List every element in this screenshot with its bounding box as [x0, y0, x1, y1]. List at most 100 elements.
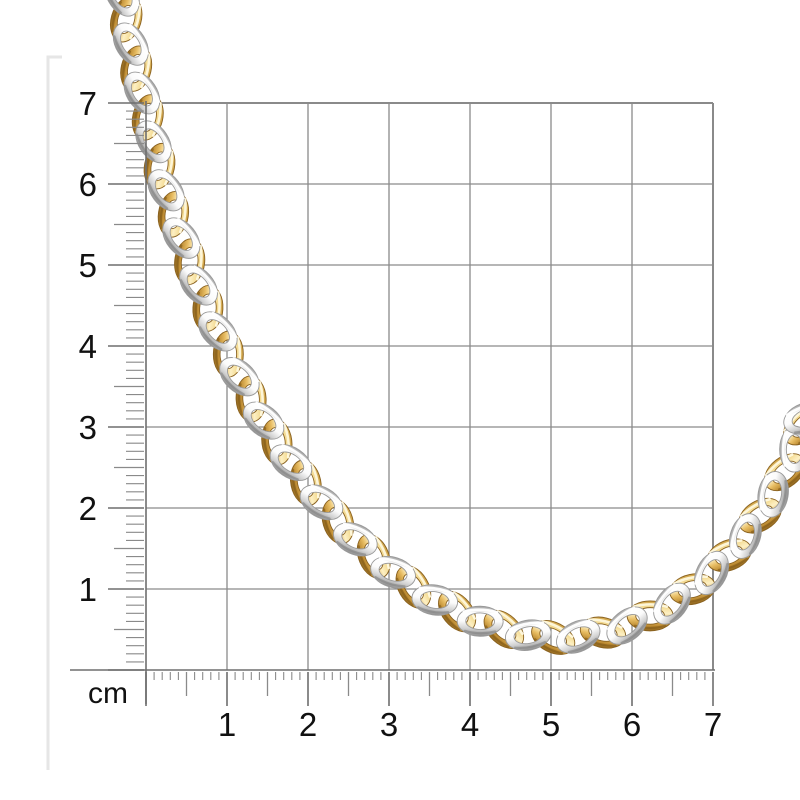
link-shadow: [302, 502, 331, 520]
chain-link: [606, 606, 648, 645]
x-axis-tick-label: 4: [461, 706, 479, 743]
link-highlight: [739, 497, 771, 518]
link-highlight: [785, 402, 800, 417]
link-highlight: [236, 336, 242, 373]
y-axis-tick-label: 5: [79, 247, 97, 284]
link-shadow: [417, 606, 450, 614]
link-highlight: [255, 401, 284, 426]
link-shadow: [748, 523, 761, 555]
chain-link: [219, 357, 260, 397]
link-ring: [411, 584, 459, 616]
link-shadow: [669, 596, 691, 623]
y-axis-tick-label: 4: [79, 328, 97, 365]
chain-link: [757, 471, 789, 518]
link-shadow: [220, 372, 245, 396]
link-highlight: [214, 291, 221, 327]
link-shadow: [179, 279, 203, 305]
link-shadow: [336, 540, 367, 556]
link-highlight: [163, 150, 174, 186]
link-ring: [269, 444, 313, 482]
chain-link: [653, 582, 691, 625]
link-highlight: [120, 0, 140, 6]
link-highlight: [150, 121, 172, 152]
page-guide: [46, 55, 62, 770]
link-highlight: [759, 475, 769, 511]
link-shadow: [567, 637, 598, 654]
chain-link: [370, 555, 416, 589]
chain-link: [556, 619, 601, 654]
link-highlight: [340, 501, 353, 536]
link-highlight: [342, 522, 376, 539]
link-highlight: [781, 431, 787, 467]
link-shadow: [271, 461, 299, 481]
link-ring: [606, 606, 648, 645]
link-shadow: [514, 641, 547, 649]
chain-link: [212, 330, 244, 378]
link-highlight: [178, 197, 187, 234]
chain-artwork: [104, 0, 800, 655]
link-highlight: [162, 170, 185, 200]
chain-link: [456, 605, 504, 637]
x-axis-tick-label: 6: [623, 706, 641, 743]
link-ring: [135, 120, 172, 164]
link-ring: [456, 605, 504, 637]
link-highlight: [128, 23, 149, 55]
unit-label-cm: cm: [88, 677, 128, 710]
x-axis-tick-label: 1: [218, 706, 236, 743]
link-highlight: [557, 619, 591, 637]
link-highlight: [378, 557, 413, 570]
link-shadow: [148, 182, 169, 210]
link-highlight: [730, 516, 743, 551]
chain-link: [179, 264, 218, 306]
link-highlight: [541, 620, 574, 639]
link-highlight: [151, 101, 162, 137]
ruler-labels: 1 2 3 4 5 6 7 1 2 3 4 5 6 7: [79, 85, 723, 743]
link-shadow: [620, 622, 647, 645]
link-highlight: [508, 621, 545, 631]
link-highlight: [139, 72, 161, 103]
link-shadow: [244, 417, 271, 439]
link-ring: [112, 22, 149, 66]
link-highlight: [462, 608, 499, 614]
chain-link: [135, 120, 172, 164]
link-shadow: [135, 133, 155, 162]
link-ring: [219, 357, 260, 397]
link-highlight: [281, 444, 312, 466]
link-highlight: [129, 4, 142, 40]
y-axis-tick-label: 2: [79, 490, 97, 527]
link-highlight: [195, 244, 203, 281]
link-ring: [370, 555, 416, 589]
chain-link: [269, 444, 313, 482]
y-axis-tick-label: 6: [79, 166, 97, 203]
link-highlight: [211, 311, 238, 339]
link-shadow: [104, 0, 122, 14]
chain-link: [147, 169, 185, 212]
x-axis-tick-label: 2: [299, 706, 317, 743]
link-highlight: [418, 586, 454, 595]
ruler-axes: [70, 101, 715, 706]
link-highlight: [653, 583, 677, 613]
x-axis-tick-label: 7: [704, 706, 722, 743]
link-highlight: [282, 422, 291, 459]
link-highlight: [764, 453, 794, 477]
y-axis-tick-label: 7: [79, 85, 97, 122]
chain-link: [198, 311, 238, 352]
link-shadow: [794, 421, 800, 434]
x-axis-tick-label: 5: [542, 706, 560, 743]
link-highlight: [496, 610, 524, 636]
link-ring: [653, 582, 691, 625]
link-ring: [198, 311, 238, 352]
chain-link: [411, 584, 459, 616]
chain-link: [242, 401, 285, 440]
link-ring: [242, 401, 285, 440]
link-highlight: [411, 566, 432, 598]
chain-link: [333, 522, 378, 557]
link-highlight: [673, 575, 709, 585]
chain-link: [192, 284, 224, 332]
link-highlight: [232, 357, 260, 383]
chain-link: [728, 513, 762, 559]
x-axis-tick-label: 3: [380, 706, 398, 743]
link-highlight: [632, 603, 669, 608]
link-ring: [333, 522, 378, 557]
